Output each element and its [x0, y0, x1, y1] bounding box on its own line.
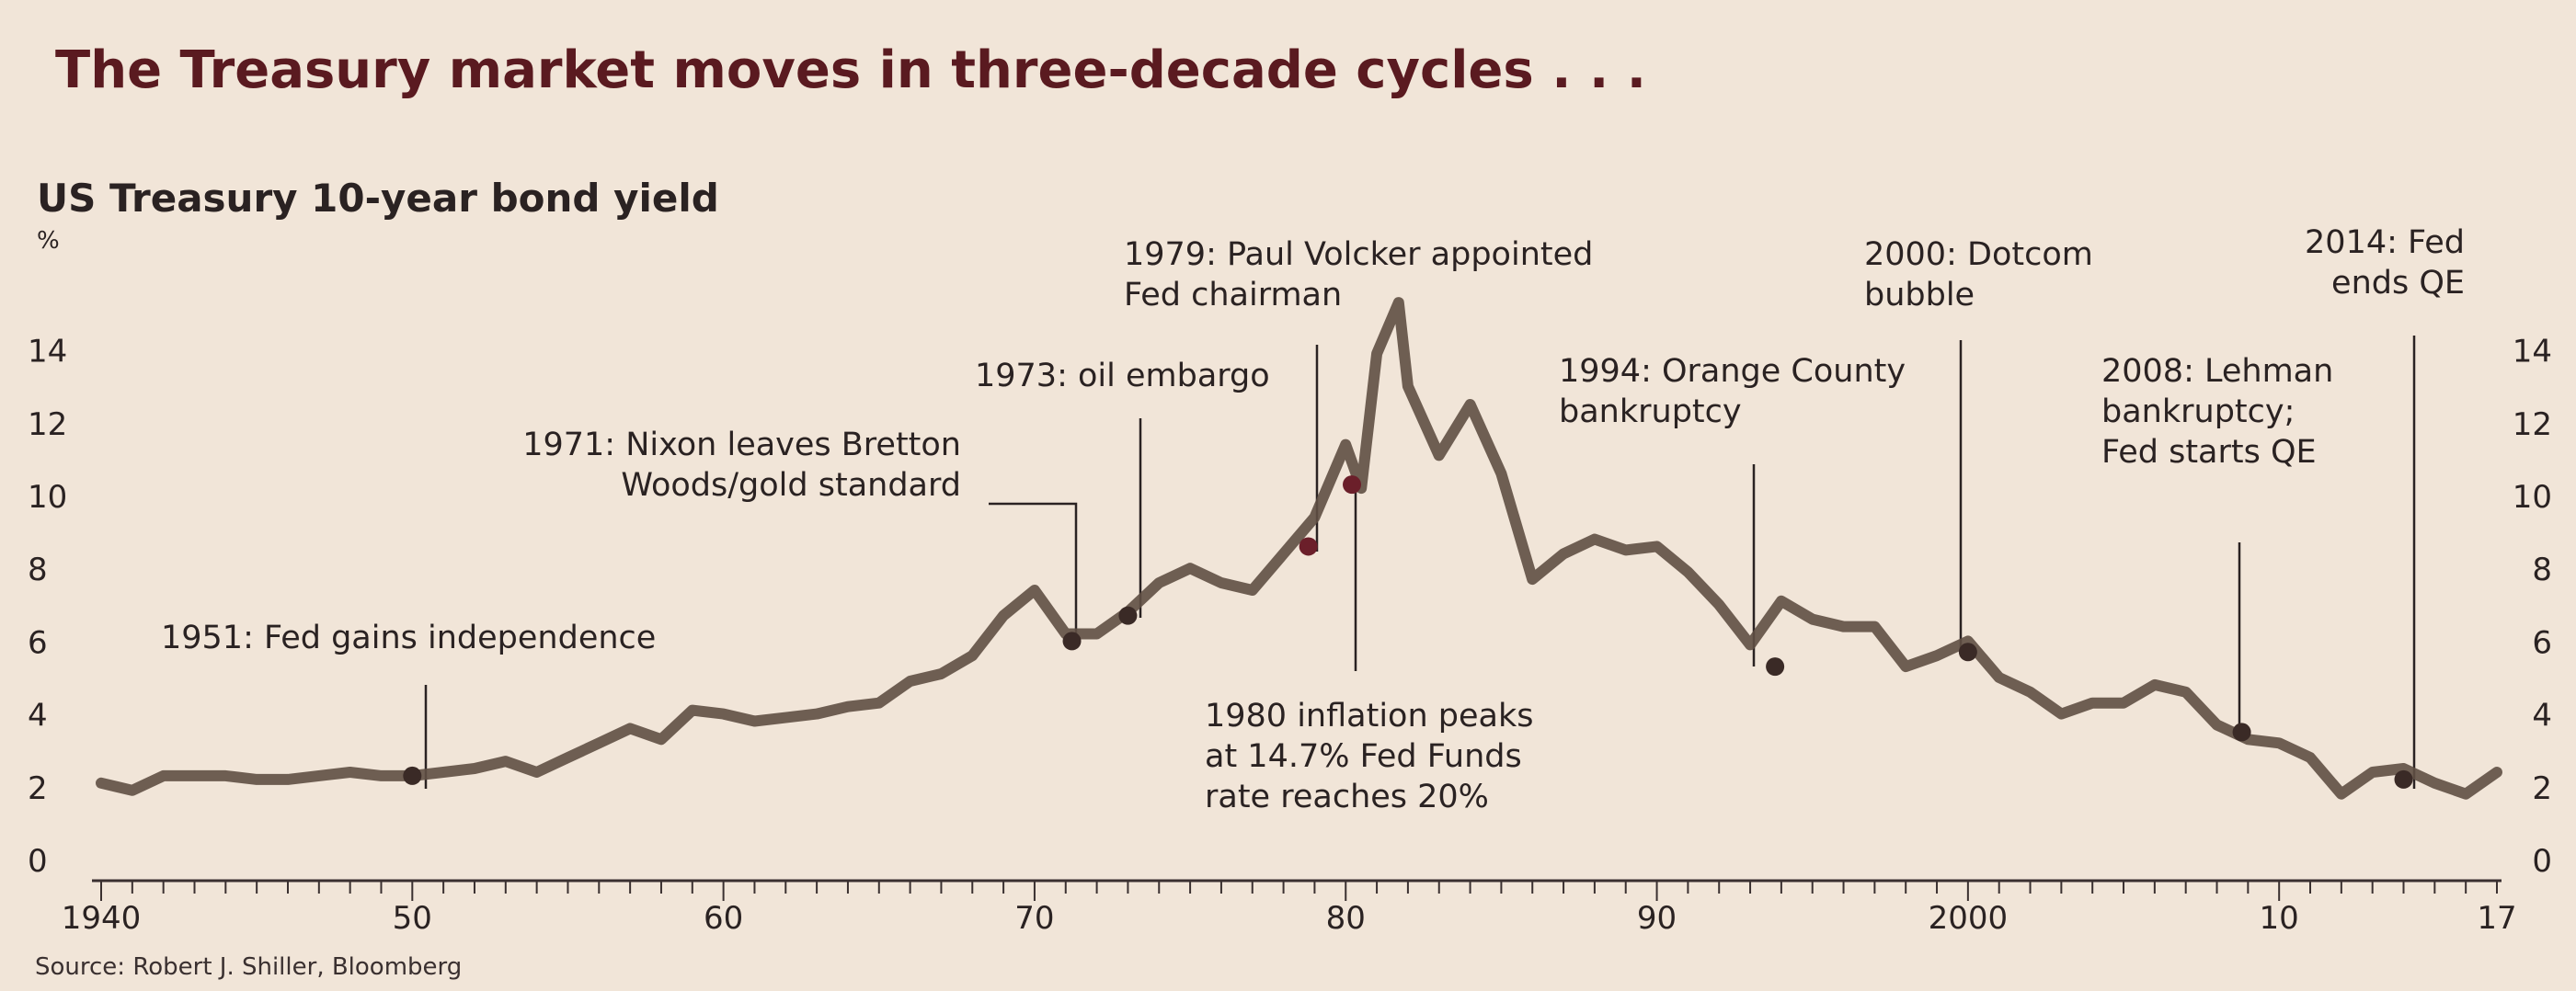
y-tick-label-right: 0	[2532, 843, 2552, 880]
event-marker	[1299, 537, 1318, 556]
annotation-line: 1973: oil embargo	[975, 358, 1270, 394]
y-tick-label-right: 14	[2513, 334, 2552, 370]
annotation-line: bankruptcy;	[2101, 393, 2295, 430]
event-marker	[2394, 769, 2413, 789]
annotation-text: 1979: Paul Volcker appointed Fed chairman	[1124, 236, 1593, 313]
event-marker	[1343, 475, 1362, 495]
x-tick-label: 1940	[62, 900, 142, 937]
y-tick-label-left: 8	[28, 552, 48, 588]
source-note: Source: Robert J. Shiller, Bloomberg	[35, 953, 462, 981]
annotation-line: 2008: Lehman	[2101, 353, 2333, 390]
annotation-line: 1980 inflation peaks	[1205, 698, 1533, 735]
x-tick-label: 60	[704, 900, 743, 937]
annotation-text: 1973: oil embargo	[975, 358, 1270, 394]
annotation-text: 1994: Orange County bankruptcy	[1559, 353, 1906, 430]
x-axis	[92, 879, 2502, 901]
y-axis-unit-label: %	[37, 227, 60, 255]
event-markers	[403, 475, 2413, 789]
y-axis-right: 0 2 4 6 8 10 12 14	[2513, 334, 2552, 880]
annotation-text: 1951: Fed gains independence	[161, 620, 656, 656]
event-marker	[1766, 657, 1785, 677]
annotation-line: rate reaches 20%	[1205, 779, 1489, 815]
y-tick-label-right: 10	[2513, 479, 2552, 516]
y-tick-label-left: 2	[28, 770, 48, 807]
annotation-leader	[989, 502, 1078, 644]
annotation-text: 2008: Lehman bankruptcy; Fed starts QE	[2101, 353, 2333, 471]
event-marker	[1062, 632, 1082, 651]
event-marker	[1958, 643, 1977, 662]
annotation-line: bubble	[1864, 277, 1975, 313]
annotation-line: Woods/gold standard	[621, 467, 961, 504]
y-tick-label-left: 4	[28, 698, 48, 735]
y-axis-left: 0 2 4 6 8 10 12 14	[28, 334, 67, 880]
annotation-line: 1979: Paul Volcker appointed	[1124, 236, 1593, 273]
x-tick-label: 80	[1326, 900, 1366, 937]
annotation-text: 2000: Dotcom bubble	[1864, 236, 2093, 313]
x-tick-label: 2000	[1929, 900, 2009, 937]
x-tick-label: 70	[1014, 900, 1054, 937]
annotation-text: 1980 inflation peaks at 14.7% Fed Funds ra…	[1205, 698, 1533, 815]
y-tick-label-left: 6	[28, 624, 48, 661]
event-annotations: 1951: Fed gains independence 1971: Nixon …	[161, 224, 2465, 815]
x-axis-tick-labels: 1940 50 60 70 80 90 2000 10 17	[62, 900, 2517, 937]
annotation-line: ends QE	[2331, 265, 2465, 302]
y-tick-label-right: 2	[2532, 770, 2552, 807]
chart-title: US Treasury 10-year bond yield	[37, 176, 719, 221]
annotation-text: 2014: Fed ends QE	[2305, 224, 2465, 302]
x-tick-label: 10	[2260, 900, 2299, 937]
yield-line	[96, 297, 2502, 800]
event-marker	[1118, 606, 1138, 625]
annotation-line: 2014: Fed	[2305, 224, 2465, 261]
x-tick-label: 90	[1637, 900, 1677, 937]
event-marker	[2232, 723, 2251, 742]
x-tick-label: 17	[2477, 900, 2516, 937]
annotation-line: 1971: Nixon leaves Bretton	[522, 427, 961, 463]
y-tick-label-right: 12	[2513, 406, 2552, 443]
annotation-line: bankruptcy	[1559, 393, 1742, 430]
x-tick-label: 50	[393, 900, 432, 937]
annotation-text: 1971: Nixon leaves Bretton Woods/gold sta…	[522, 427, 961, 504]
event-marker	[403, 766, 422, 785]
y-tick-label-left: 0	[28, 843, 48, 880]
y-tick-label-right: 8	[2532, 552, 2552, 588]
y-tick-label-left: 10	[28, 479, 67, 516]
y-tick-label-left: 14	[28, 334, 67, 370]
y-tick-label-right: 4	[2532, 698, 2552, 735]
headline: The Treasury market moves in three-decad…	[55, 40, 1646, 100]
annotation-line: Fed starts QE	[2101, 434, 2317, 471]
y-tick-label-right: 6	[2532, 624, 2552, 661]
annotation-line: Fed chairman	[1124, 277, 1342, 313]
annotation-line: 1994: Orange County	[1559, 353, 1906, 390]
annotation-line: 1951: Fed gains independence	[161, 620, 656, 656]
annotation-line: at 14.7% Fed Funds	[1205, 738, 1522, 775]
y-tick-label-left: 12	[28, 406, 67, 443]
annotation-line: 2000: Dotcom	[1864, 236, 2093, 273]
yield-series	[96, 297, 2502, 800]
